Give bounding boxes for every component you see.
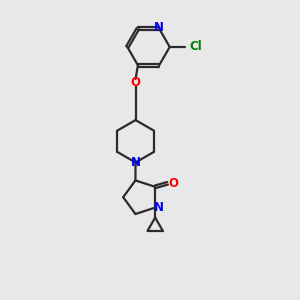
Text: Cl: Cl [189,40,202,53]
Text: O: O [168,177,178,190]
Text: O: O [130,76,141,89]
Text: N: N [154,200,164,214]
Text: N: N [154,22,164,34]
Text: N: N [130,156,141,169]
